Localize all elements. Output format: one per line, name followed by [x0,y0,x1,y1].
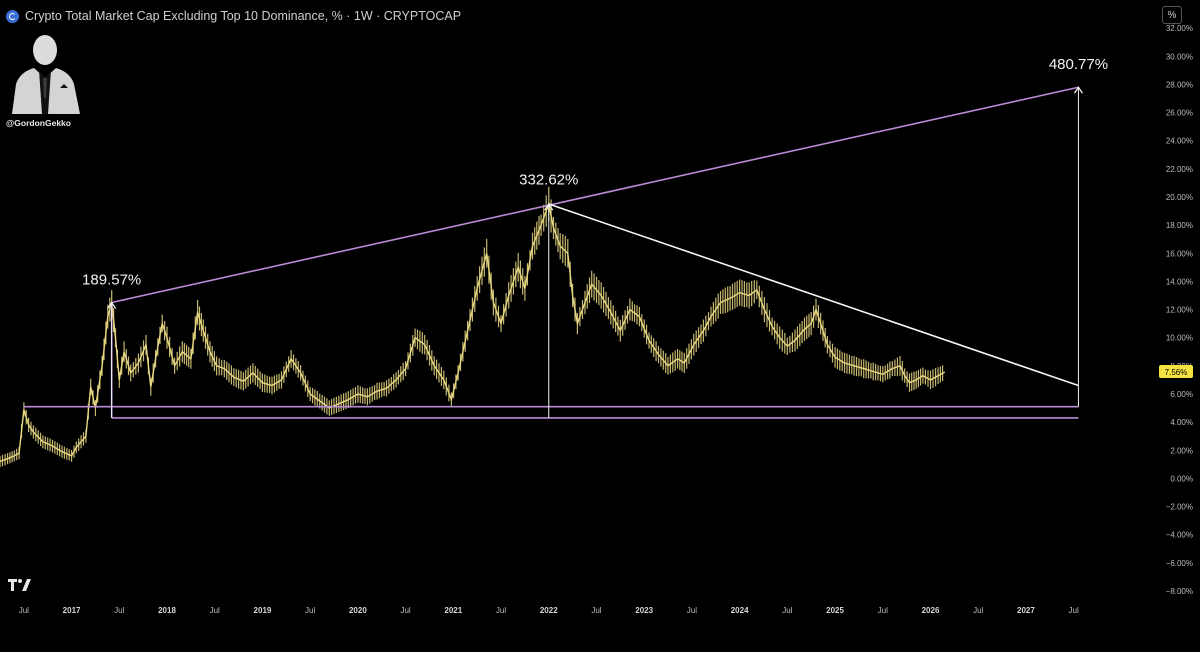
y-tick-label: 24.00% [1166,137,1193,146]
y-tick-label: 28.00% [1166,80,1193,89]
gain-annotation: 480.77% [1049,56,1108,73]
y-tick-label: 6.00% [1170,390,1193,399]
y-tick-label: 18.00% [1166,221,1193,230]
author-handle: @GordonGekko [6,118,71,128]
x-tick-label: 2023 [635,606,653,615]
x-tick-label: Jul [496,606,506,615]
x-tick-label: 2021 [444,606,462,615]
x-tick-label: Jul [210,606,220,615]
x-tick-label: 2020 [349,606,367,615]
x-tick-label: 2027 [1017,606,1035,615]
arrow-head-icon [544,202,554,211]
last-price-badge [1159,365,1193,379]
y-tick-label: 26.00% [1166,109,1193,118]
x-tick-label: Jul [305,606,315,615]
upper-trend-line[interactable] [111,86,1079,304]
tradingview-logo-icon [8,579,31,591]
x-tick-label: 2022 [540,606,558,615]
x-tick-label: Jul [973,606,983,615]
y-tick-label: −2.00% [1166,503,1193,512]
y-tick-label: 4.00% [1170,418,1193,427]
price-series [0,186,946,468]
x-tick-label: Jul [400,606,410,615]
y-tick-label: 30.00% [1166,52,1193,61]
y-tick-label: 10.00% [1166,334,1193,343]
x-tick-label: Jul [19,606,29,615]
time-axis[interactable]: Jul 2017 Jul 2018 Jul 2019 Jul 2020 Jul 2021 Jul 20… [19,606,1079,615]
y-tick-label: 32.00% [1166,24,1193,33]
y-tick-label: −8.00% [1166,587,1193,596]
y-tick-label: −4.00% [1166,531,1193,540]
descending-trend-line[interactable] [548,203,1079,387]
x-tick-label: 2017 [63,606,81,615]
y-tick-label: 22.00% [1166,165,1193,174]
author-avatar [8,26,84,114]
annotations: 189.57% 332.62% 480.77% [82,56,1108,288]
x-tick-label: Jul [878,606,888,615]
y-tick-label: 2.00% [1170,446,1193,455]
last-price-label: 7.56% [1159,365,1193,379]
x-tick-label: 2026 [922,606,940,615]
y-tick-label: 20.00% [1166,193,1193,202]
last-price-text: 7.56% [1165,368,1188,377]
x-tick-label: 2018 [158,606,176,615]
percent-scale-button[interactable]: % [1162,6,1182,24]
chart-header: Crypto Total Market Cap Excluding Top 10… [6,7,461,25]
gain-annotation: 189.57% [82,272,141,289]
drawing-tools [23,86,1083,419]
price-line [0,201,946,463]
symbol-logo-icon [6,9,19,23]
y-tick-label: 16.00% [1166,249,1193,258]
y-tick-label: 12.00% [1166,306,1193,315]
chart-title: Crypto Total Market Cap Excluding Top 10… [25,9,462,23]
y-tick-label: 14.00% [1166,277,1193,286]
x-tick-label: 2019 [254,606,272,615]
x-tick-label: 2024 [731,606,749,615]
y-tick-label: 0.00% [1170,474,1193,483]
x-tick-label: Jul [1069,606,1079,615]
y-tick-label: −6.00% [1166,559,1193,568]
x-tick-label: Jul [114,606,124,615]
x-tick-label: Jul [687,606,697,615]
gain-annotation: 332.62% [519,172,578,189]
arrow-head-icon [1073,86,1083,94]
x-tick-label: 2025 [826,606,844,615]
x-tick-label: Jul [782,606,792,615]
x-tick-label: Jul [591,606,601,615]
arrow-head-icon [107,301,117,309]
price-axis[interactable]: 32.00% 30.00% 28.00% 26.00% 24.00% 22.00% 20.0… [1166,24,1193,596]
